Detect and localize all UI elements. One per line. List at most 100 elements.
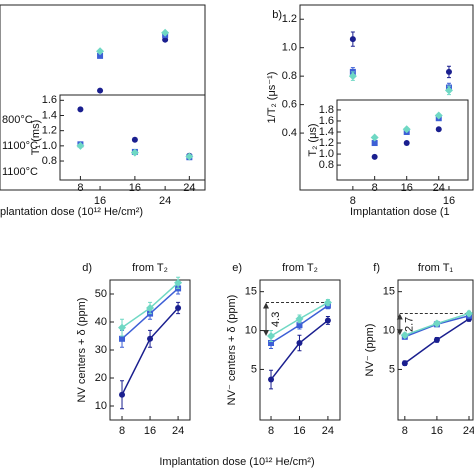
point: [433, 336, 440, 343]
y-tick-label: 1.0: [282, 42, 297, 54]
point: [349, 36, 356, 43]
x-tick-label: 8: [350, 195, 356, 207]
annotation: 4.3: [270, 312, 282, 327]
panel-label: e): [232, 262, 242, 274]
point: [434, 111, 443, 120]
y-tick-label: 0.4: [282, 127, 297, 139]
inset-frame: [336, 99, 469, 181]
point: [323, 298, 332, 307]
legend-entry: 1100°C: [2, 166, 38, 178]
point: [324, 317, 331, 324]
x-tick-label: 16: [443, 195, 455, 207]
y-tick-label: 1.2: [282, 13, 297, 25]
y-tick-label: 20: [95, 372, 107, 384]
point: [147, 335, 154, 342]
point: [131, 136, 138, 143]
point: [400, 331, 409, 340]
x-tick-label: 24: [172, 425, 184, 437]
y-tick-label: 1.0: [42, 140, 57, 152]
arrow-head: [396, 313, 403, 336]
annotation: 2.7: [404, 317, 416, 332]
y-tick-label: 10: [383, 324, 395, 336]
y-tick-label: 1.6: [42, 94, 57, 106]
shared-x-label: Implantation dose (10¹² He/cm²): [159, 456, 314, 468]
point: [402, 125, 411, 134]
point: [130, 148, 139, 157]
point: [119, 391, 126, 398]
point: [296, 340, 303, 346]
inset-frame: [59, 94, 206, 181]
y-tick-label: 10: [245, 324, 257, 336]
point: [77, 106, 84, 113]
y-axis-label: NV⁻ centers + δ (ppm): [226, 295, 238, 406]
y-tick-label: 1.2: [42, 125, 57, 137]
legend-entry: 800°C: [2, 114, 33, 126]
y-axis-label: NV⁻ (ppm): [364, 324, 376, 377]
point: [401, 360, 408, 367]
point: [403, 140, 410, 147]
x-tick-label: 24: [159, 195, 171, 207]
panel-label: f): [373, 262, 380, 274]
axes-frame: [397, 279, 474, 421]
point: [371, 140, 378, 147]
point: [371, 153, 378, 160]
y-tick-label: 0.8: [319, 159, 334, 171]
point: [267, 332, 276, 340]
x-tick-label: 24: [433, 182, 445, 194]
x-tick-label: 8: [77, 182, 83, 194]
x-tick-label: 16: [293, 425, 305, 437]
x-tick-label: 16: [431, 425, 443, 437]
panel-title: from T₂: [282, 262, 318, 274]
y-tick-label: 0.6: [282, 99, 297, 111]
y-tick-label: 0.8: [42, 155, 57, 167]
y-axis-label: NV centers + δ (ppm): [76, 298, 88, 403]
y-tick-label: 1.6: [319, 115, 334, 127]
panel-label: b): [272, 9, 282, 21]
point: [445, 68, 452, 75]
y-tick-label: 5: [389, 363, 395, 375]
y-axis-label: T₂ (μs): [307, 123, 319, 156]
y-axis-label: 1/T₂ (μs⁻¹): [266, 72, 278, 124]
y-tick-label: 1.8: [319, 104, 334, 116]
panel-label: d): [82, 262, 92, 274]
y-tick-label: 40: [95, 316, 107, 328]
y-tick-label: 1.2: [319, 137, 334, 149]
point: [146, 304, 155, 312]
point: [268, 376, 275, 383]
y-axis-label: T₁ (ms): [30, 120, 42, 155]
x-axis-label: Implantation dose (1: [350, 206, 450, 218]
point: [295, 314, 304, 323]
point: [162, 36, 169, 43]
x-tick-label: 24: [322, 425, 334, 437]
point: [118, 323, 127, 332]
legend-entry: 1100°C: [2, 140, 38, 152]
point: [161, 28, 170, 37]
y-tick-label: 50: [95, 288, 107, 300]
point: [97, 87, 104, 94]
y-tick-label: 0.8: [282, 70, 297, 82]
x-tick-label: 8: [402, 425, 408, 437]
x-tick-label: 24: [183, 182, 195, 194]
point: [97, 52, 104, 59]
point: [119, 335, 126, 342]
y-tick-label: 1.4: [42, 109, 57, 121]
panel-title: from T₂: [132, 262, 168, 274]
point: [76, 141, 85, 150]
panel-title: from T₁: [418, 262, 454, 274]
x-tick-label: 24: [463, 425, 474, 437]
x-tick-label: 16: [129, 182, 141, 194]
y-tick-label: 1.0: [319, 148, 334, 160]
x-tick-label: 16: [94, 195, 106, 207]
x-tick-label: 16: [144, 425, 156, 437]
y-tick-label: 10: [95, 400, 107, 412]
x-tick-label: 8: [372, 182, 378, 194]
point: [370, 133, 379, 142]
x-axis-label: plantation dose (10¹² He/cm²): [0, 206, 143, 218]
point: [268, 340, 275, 346]
point: [96, 47, 105, 56]
point: [464, 309, 473, 318]
x-tick-label: 16: [401, 182, 413, 194]
point: [296, 322, 303, 329]
y-tick-label: 5: [251, 363, 257, 375]
